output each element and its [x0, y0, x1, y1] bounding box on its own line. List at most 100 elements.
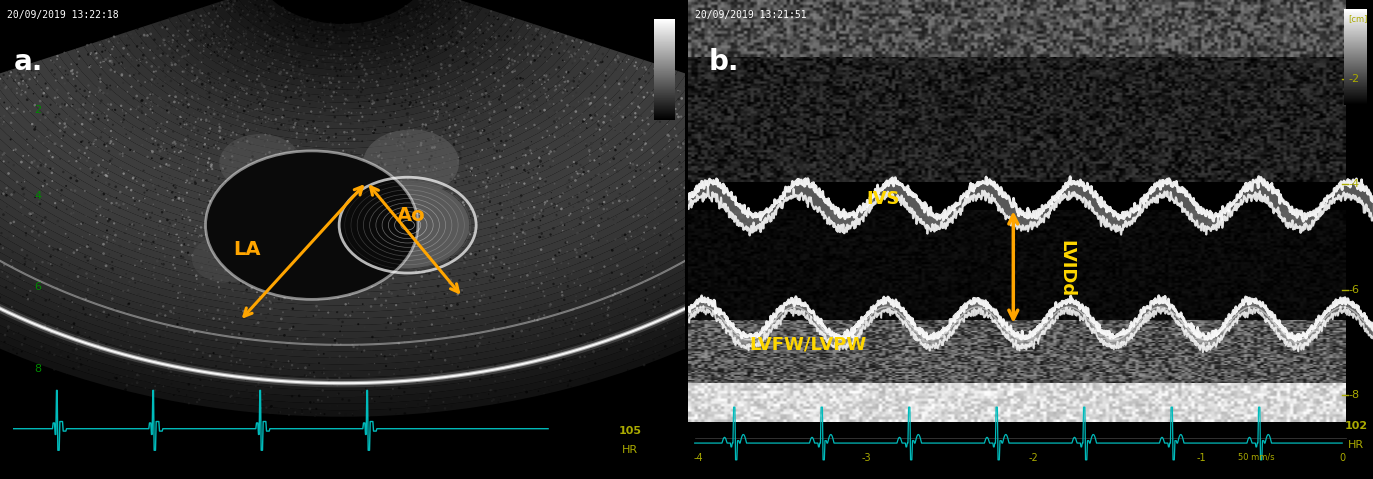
Point: [369, 284, 391, 291]
Point: [573, 55, 595, 63]
Point: [152, 82, 174, 90]
Point: [432, 159, 454, 167]
Point: [743, 152, 765, 160]
Point: [96, 172, 118, 180]
Point: [713, 193, 735, 201]
Point: [5, 347, 27, 355]
Point: [573, 164, 595, 171]
Point: [713, 158, 735, 166]
Point: [530, 288, 552, 296]
Point: [246, 26, 268, 34]
Text: -6: -6: [1348, 285, 1359, 295]
Point: [391, 70, 413, 78]
Point: [529, 313, 551, 320]
Point: [172, 322, 194, 330]
Point: [438, 111, 460, 119]
Point: [353, 403, 375, 411]
Point: [430, 0, 452, 6]
Point: [323, 40, 345, 48]
Point: [259, 403, 281, 411]
Point: [625, 245, 647, 253]
Point: [327, 155, 349, 162]
Point: [231, 182, 253, 189]
Point: [135, 215, 157, 222]
Point: [482, 243, 504, 251]
Point: [461, 60, 483, 68]
Point: [269, 182, 291, 190]
Point: [623, 130, 645, 138]
Point: [821, 140, 843, 148]
Point: [419, 163, 441, 171]
Point: [217, 44, 239, 52]
Point: [358, 56, 380, 63]
Point: [416, 299, 438, 307]
Point: [460, 240, 482, 247]
Point: [180, 375, 202, 382]
Point: [644, 65, 666, 72]
Point: [673, 251, 695, 259]
Point: [508, 93, 530, 101]
Point: [324, 116, 346, 124]
Point: [181, 77, 203, 85]
Point: [184, 118, 206, 126]
Point: [855, 135, 877, 142]
Point: [81, 110, 103, 118]
Point: [589, 345, 611, 353]
Point: [368, 386, 390, 394]
Point: [435, 305, 457, 312]
Point: [575, 196, 597, 204]
Point: [571, 207, 593, 215]
Point: [71, 137, 93, 145]
Point: [614, 294, 636, 302]
Point: [644, 79, 666, 87]
Point: [209, 74, 231, 82]
Point: [884, 177, 906, 185]
Point: [0, 233, 3, 241]
Point: [541, 50, 563, 58]
Point: [645, 167, 667, 174]
Point: [719, 217, 741, 225]
Point: [527, 162, 549, 170]
Point: [708, 249, 730, 256]
Point: [47, 217, 69, 225]
Point: [379, 48, 401, 56]
Point: [378, 217, 400, 225]
Point: [346, 345, 368, 353]
Point: [143, 49, 165, 57]
Point: [686, 160, 708, 168]
Point: [361, 268, 383, 276]
Point: [342, 24, 364, 32]
Point: [32, 111, 54, 118]
Point: [441, 396, 463, 403]
Point: [0, 269, 10, 276]
Point: [487, 32, 509, 40]
Point: [649, 322, 671, 330]
Point: [479, 135, 501, 142]
Point: [277, 70, 299, 78]
Point: [456, 53, 478, 61]
Point: [255, 76, 277, 84]
Point: [198, 265, 220, 273]
Point: [306, 385, 328, 392]
Point: [192, 168, 214, 176]
Point: [417, 34, 439, 42]
Point: [135, 328, 157, 336]
Point: [437, 42, 459, 50]
Point: [671, 192, 693, 199]
Point: [178, 172, 200, 180]
Point: [450, 30, 472, 38]
Point: [670, 334, 692, 342]
Point: [833, 214, 855, 222]
Point: [530, 31, 552, 39]
Point: [618, 56, 640, 63]
Point: [375, 32, 397, 39]
Point: [358, 97, 380, 105]
Point: [319, 172, 341, 180]
Point: [693, 83, 715, 91]
Point: [490, 92, 512, 100]
Point: [229, 84, 251, 92]
Point: [0, 181, 3, 189]
Point: [299, 369, 321, 377]
Point: [375, 29, 397, 37]
Point: [343, 136, 365, 143]
